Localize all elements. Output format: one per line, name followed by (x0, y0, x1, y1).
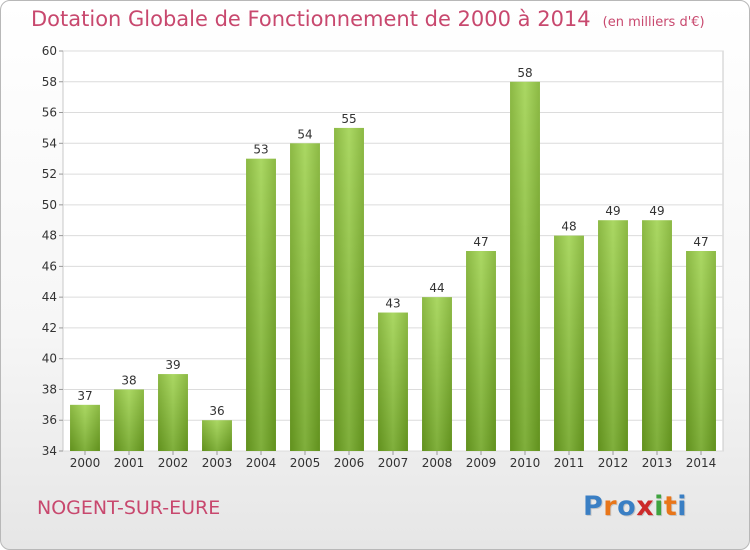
x-tick-label: 2013 (642, 456, 673, 470)
y-tick-label: 38 (42, 382, 57, 396)
logo-letter: t (663, 491, 678, 522)
value-label: 47 (693, 235, 708, 249)
y-tick-label: 34 (42, 444, 57, 458)
bar-shade (334, 127, 364, 451)
value-label: 37 (77, 389, 92, 403)
logo-letter: r (603, 491, 618, 522)
bar-shade (202, 420, 232, 451)
bar-shade (554, 235, 584, 451)
bar-shade (422, 297, 452, 451)
value-label: 39 (165, 358, 180, 372)
bars (70, 81, 716, 452)
x-tick-label: 2005 (290, 456, 321, 470)
logo-letter: x (636, 491, 655, 522)
value-label: 49 (649, 204, 664, 218)
y-tick-label: 48 (42, 229, 57, 243)
y-tick-label: 54 (42, 136, 57, 150)
logo-letter: P (583, 491, 604, 522)
value-label: 36 (209, 404, 224, 418)
bar-shade (686, 251, 716, 451)
value-labels: 37 38 39 36 53 54 55 43 44 47 58 48 49 49 47 (77, 66, 708, 418)
chart-title: Dotation Globale de Fonctionnement de 20… (31, 7, 705, 31)
bar-shade (378, 312, 408, 451)
y-tick-label: 44 (42, 290, 57, 304)
x-tick-label: 2011 (554, 456, 585, 470)
bar-shade (510, 81, 540, 452)
value-label: 58 (517, 66, 532, 80)
x-tick-label: 2008 (422, 456, 453, 470)
y-axis-labels: 34 36 38 40 42 44 46 48 50 52 54 56 58 60 (42, 44, 57, 458)
value-label: 55 (341, 112, 356, 126)
bar-shade (290, 143, 320, 452)
y-tick-label: 42 (42, 321, 57, 335)
commune-name: NOGENT-SUR-EURE (37, 497, 221, 519)
x-axis-labels: 2000 2001 2002 2003 2004 2005 2006 2007 2008 2009… (70, 451, 717, 470)
value-label: 48 (561, 220, 576, 234)
y-tick-label: 40 (42, 352, 57, 366)
bar-shade (246, 158, 276, 451)
y-tick-label: 36 (42, 413, 57, 427)
x-tick-label: 2014 (686, 456, 717, 470)
y-tick-label: 60 (42, 44, 57, 58)
x-tick-label: 2000 (70, 456, 101, 470)
x-tick-label: 2009 (466, 456, 497, 470)
x-tick-label: 2012 (598, 456, 629, 470)
chart-subtitle: (en milliers d'€) (602, 15, 705, 30)
bar-shade (466, 251, 496, 451)
logo-letter: i (677, 491, 688, 522)
bar-shade (598, 220, 628, 451)
proxiti-logo: Proxiti (583, 491, 687, 522)
x-tick-label: 2004 (246, 456, 277, 470)
y-tick-label: 56 (42, 106, 57, 120)
value-label: 54 (297, 127, 312, 141)
y-tick-label: 50 (42, 198, 57, 212)
value-label: 44 (429, 281, 444, 295)
bar-shade (642, 220, 672, 451)
y-tick-label: 46 (42, 259, 57, 273)
x-tick-label: 2003 (202, 456, 233, 470)
x-tick-label: 2002 (158, 456, 189, 470)
title-text: Dotation Globale de Fonctionnement de 20… (31, 7, 591, 31)
x-tick-label: 2007 (378, 456, 409, 470)
bar-shade (70, 404, 100, 451)
value-label: 47 (473, 235, 488, 249)
value-label: 38 (121, 373, 136, 387)
y-tick-label: 52 (42, 167, 57, 181)
logo-letter: i (654, 491, 664, 522)
value-label: 53 (253, 143, 268, 157)
value-label: 49 (605, 204, 620, 218)
y-tick-label: 58 (42, 75, 57, 89)
bar-shade (158, 374, 188, 451)
value-label: 43 (385, 297, 400, 311)
logo-letter: o (617, 491, 637, 522)
x-tick-label: 2001 (114, 456, 145, 470)
bar-shade (114, 389, 144, 451)
x-tick-label: 2010 (510, 456, 541, 470)
x-tick-label: 2006 (334, 456, 365, 470)
